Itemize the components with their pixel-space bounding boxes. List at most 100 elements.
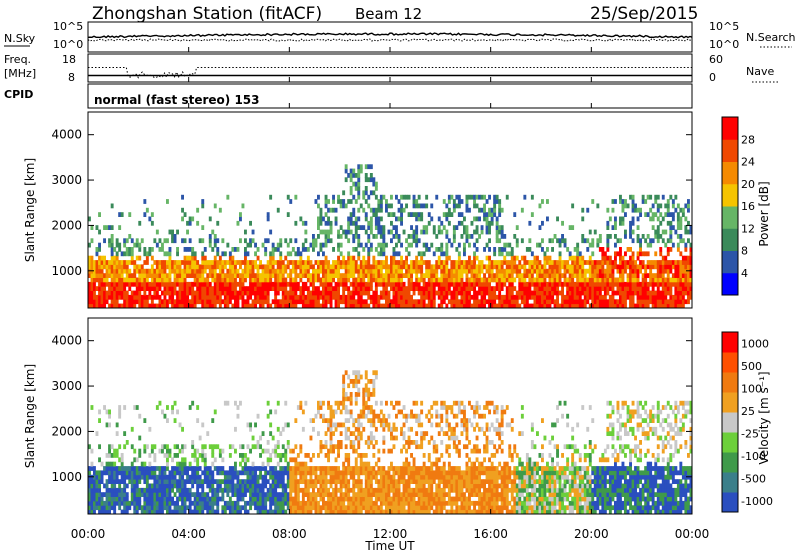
heatmap-cell [392,260,396,265]
heatmap-cell [138,220,142,226]
heatmap-cell [450,290,454,296]
heatmap-cell [98,260,101,265]
heatmap-cell [392,212,396,217]
heatmap-cell [332,413,335,419]
heatmap-cell [291,500,295,506]
heatmap-cell [236,290,240,296]
heatmap-cell [503,268,507,274]
heatmap-cell [188,496,192,502]
heatmap-cell [135,268,139,274]
heatmap-cell [687,238,690,244]
heatmap-cell [644,268,648,274]
heatmap-cell [178,264,182,270]
heatmap-cell [452,264,456,270]
heatmap-cell [430,286,434,291]
heatmap-cell [412,199,416,204]
heatmap-cell [588,260,592,265]
heatmap-cell [475,281,479,287]
heatmap-cell [95,277,99,283]
heatmap-cell [352,168,356,174]
heatmap-cell [666,199,670,204]
heatmap-cell [576,268,580,274]
heatmap-cell [98,509,101,515]
heatmap-cell [410,212,413,217]
heatmap-cell [133,509,137,515]
heatmap-cell [452,203,456,209]
heatmap-cell [90,466,94,471]
heatmap-cell [437,277,441,283]
heatmap-cell [90,260,94,265]
heatmap-cell [264,505,268,511]
heatmap-cell [128,234,132,239]
heatmap-cell [196,461,200,467]
heatmap-cell [470,281,474,287]
heatmap-cell [536,286,539,291]
heatmap-cell [608,260,612,265]
heatmap-cell [447,299,451,305]
heatmap-cell [425,260,429,265]
heatmap-cell [231,505,235,511]
heatmap-cell [372,392,376,397]
heatmap-cell [191,247,195,252]
heatmap-cell [324,260,328,265]
heatmap-cell [246,487,250,493]
heatmap-cell [352,247,356,252]
heatmap-cell [125,277,129,283]
heatmap-cell [385,281,388,287]
heatmap-cell [88,216,91,222]
heatmap-cell [254,286,257,291]
heatmap-cell [347,299,351,305]
heatmap-cell [417,268,421,274]
heatmap-cell [588,242,592,248]
heatmap-cell [138,505,142,511]
heatmap-cell [216,487,220,493]
heatmap-cell [382,251,386,257]
heatmap-cell [488,212,491,217]
heatmap-cell [168,247,172,252]
heatmap-cell [417,212,421,217]
heatmap-cell [279,470,283,476]
heatmap-cell [211,461,215,467]
heatmap-cell [400,303,403,309]
heatmap-cell [405,299,408,305]
heatmap-cell [166,461,169,467]
heatmap-cell [488,238,491,244]
heatmap-cell [357,194,361,200]
heatmap-cell [488,225,491,230]
heatmap-cell [286,440,290,445]
heatmap-cell [636,294,640,300]
heatmap-cell [661,255,665,261]
heatmap-cell [123,299,127,305]
heatmap-cell [276,474,280,480]
heatmap-cell [362,225,366,230]
heatmap-cell [239,273,242,278]
heatmap-cell [646,299,650,305]
heatmap-cell [417,260,421,265]
heatmap-cell [291,483,295,489]
heatmap-cell [440,264,444,270]
heatmap-cell [631,255,635,261]
heatmap-cell [145,487,149,493]
heatmap-cell [309,277,313,283]
heatmap-cell [614,264,617,270]
heatmap-cell [95,496,99,502]
heatmap-cell [420,268,424,274]
heatmap-cell [161,268,164,274]
heatmap-cell [639,290,642,296]
heatmap-cell [392,294,396,300]
heatmap-cell [374,286,378,291]
heatmap-cell [271,483,275,489]
heatmap-cell [281,483,285,489]
heatmap-cell [309,500,313,506]
heatmap-cell [234,492,237,497]
heatmap-cell [231,260,235,265]
heatmap-cell [299,294,303,300]
heatmap-cell [390,268,393,274]
heatmap-cell [206,474,210,480]
heatmap-cell [468,207,471,213]
heatmap-cell [578,273,582,278]
heatmap-cell [369,286,373,291]
heatmap-cell [646,294,650,300]
heatmap-cell [201,277,205,283]
heatmap-cell [317,509,320,515]
